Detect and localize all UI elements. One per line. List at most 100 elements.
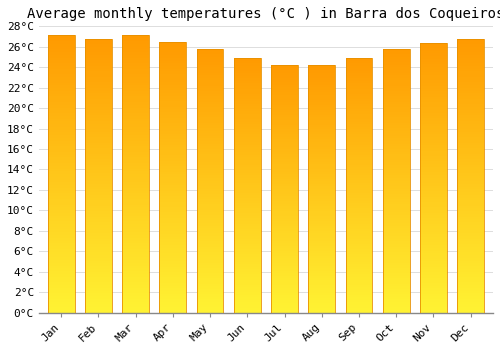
Bar	[271, 97, 298, 100]
Bar	[122, 271, 149, 274]
Bar	[383, 223, 409, 225]
Bar	[383, 262, 409, 265]
Bar	[85, 104, 112, 107]
Bar	[160, 269, 186, 272]
Bar	[458, 156, 484, 159]
Bar	[383, 91, 409, 94]
Bar	[346, 178, 372, 180]
Bar	[271, 268, 298, 271]
Bar	[346, 142, 372, 145]
Bar	[122, 257, 149, 260]
Bar	[160, 90, 186, 93]
Bar	[234, 173, 260, 175]
Bar	[196, 144, 224, 146]
Bar	[234, 106, 260, 109]
Bar	[85, 203, 112, 206]
Bar	[48, 243, 74, 246]
Bar	[48, 235, 74, 238]
Bar	[234, 188, 260, 190]
Bar	[420, 237, 447, 240]
Bar	[85, 214, 112, 217]
Bar	[160, 71, 186, 74]
Bar	[271, 209, 298, 211]
Bar	[160, 204, 186, 207]
Bar	[48, 257, 74, 260]
Bar	[308, 201, 335, 204]
Bar	[48, 254, 74, 257]
Bar	[196, 194, 224, 197]
Bar	[85, 47, 112, 49]
Bar	[271, 83, 298, 85]
Bar	[458, 239, 484, 241]
Bar	[234, 218, 260, 221]
Bar	[308, 285, 335, 288]
Bar	[48, 194, 74, 196]
Bar	[420, 64, 447, 67]
Bar	[234, 259, 260, 262]
Bar	[85, 189, 112, 192]
Bar	[196, 271, 224, 273]
Bar	[48, 268, 74, 271]
Bar	[420, 62, 447, 64]
Bar	[383, 199, 409, 202]
Bar	[85, 302, 112, 304]
Bar	[234, 139, 260, 142]
Bar	[420, 207, 447, 210]
Bar	[234, 257, 260, 259]
Bar	[346, 246, 372, 249]
Bar	[308, 189, 335, 191]
Bar	[420, 205, 447, 207]
Bar	[271, 194, 298, 196]
Bar	[122, 213, 149, 216]
Bar	[122, 304, 149, 307]
Bar	[48, 80, 74, 83]
Bar	[383, 144, 409, 146]
Bar	[420, 159, 447, 161]
Bar	[48, 296, 74, 299]
Bar	[383, 254, 409, 257]
Bar	[420, 229, 447, 232]
Bar	[234, 78, 260, 81]
Bar	[122, 119, 149, 121]
Bar	[308, 266, 335, 268]
Bar	[122, 282, 149, 285]
Bar	[122, 107, 149, 110]
Bar	[308, 194, 335, 196]
Bar	[196, 307, 224, 310]
Bar	[122, 310, 149, 313]
Bar	[308, 233, 335, 236]
Bar	[308, 77, 335, 80]
Bar	[458, 176, 484, 178]
Bar	[48, 97, 74, 99]
Bar	[48, 71, 74, 74]
Bar	[48, 207, 74, 210]
Bar	[160, 47, 186, 50]
Bar	[122, 35, 149, 313]
Bar	[122, 268, 149, 271]
Bar	[271, 149, 298, 152]
Bar	[458, 47, 484, 49]
Bar	[308, 181, 335, 184]
Bar	[196, 104, 224, 107]
Bar	[48, 107, 74, 110]
Bar	[48, 116, 74, 119]
Bar	[122, 44, 149, 47]
Bar	[160, 172, 186, 174]
Bar	[160, 44, 186, 47]
Bar	[85, 49, 112, 52]
Bar	[160, 55, 186, 58]
Bar	[383, 133, 409, 136]
Bar	[122, 290, 149, 293]
Bar	[160, 166, 186, 169]
Bar	[122, 146, 149, 149]
Bar	[160, 77, 186, 79]
Bar	[160, 223, 186, 226]
Bar	[383, 294, 409, 297]
Bar	[122, 49, 149, 52]
Bar	[122, 188, 149, 191]
Bar	[160, 115, 186, 118]
Bar	[458, 260, 484, 263]
Bar	[346, 147, 372, 150]
Bar	[458, 263, 484, 266]
Bar	[160, 229, 186, 231]
